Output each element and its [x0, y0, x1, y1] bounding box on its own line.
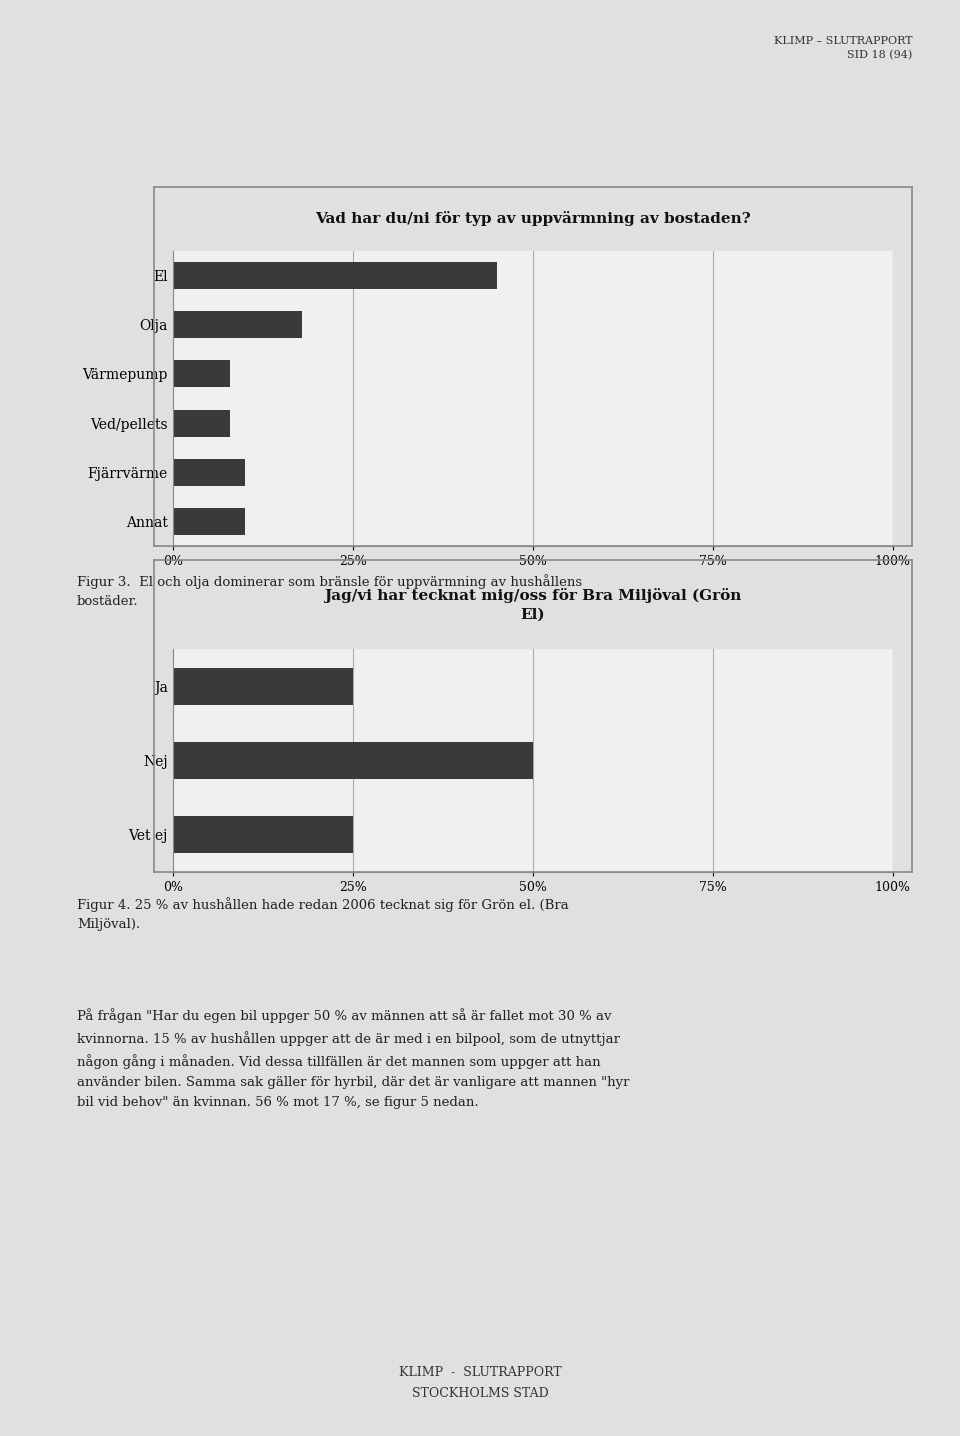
Text: Figur 4. 25 % av hushållen hade redan 2006 tecknat sig för Grön el. (Bra
Miljöva: Figur 4. 25 % av hushållen hade redan 20… [77, 898, 568, 932]
Text: KLIMP  -  SLUTRAPPORT
STOCKHOLMS STAD: KLIMP - SLUTRAPPORT STOCKHOLMS STAD [398, 1366, 562, 1400]
Bar [173, 668, 352, 705]
Bar [173, 816, 352, 853]
Bar [173, 409, 230, 437]
Text: KLIMP – SLUTRAPPORT
SID 18 (94): KLIMP – SLUTRAPPORT SID 18 (94) [774, 36, 912, 60]
Bar [173, 360, 230, 388]
Text: Vad har du/ni för typ av uppvärmning av bostaden?: Vad har du/ni för typ av uppvärmning av … [315, 211, 751, 227]
Bar [173, 312, 302, 339]
Bar [173, 508, 245, 534]
Bar [173, 263, 497, 289]
Bar [173, 458, 245, 485]
Text: Figur 3.  El och olja dominerar som bränsle för uppvärmning av hushållens
bostäd: Figur 3. El och olja dominerar som bräns… [77, 574, 582, 609]
Bar [173, 742, 533, 778]
Text: På frågan "Har du egen bil uppger 50 % av männen att så är fallet mot 30 % av
kv: På frågan "Har du egen bil uppger 50 % a… [77, 1008, 630, 1110]
Text: Jag/vi har tecknat mig/oss för Bra Miljöval (Grön
El): Jag/vi har tecknat mig/oss för Bra Miljö… [324, 587, 741, 622]
